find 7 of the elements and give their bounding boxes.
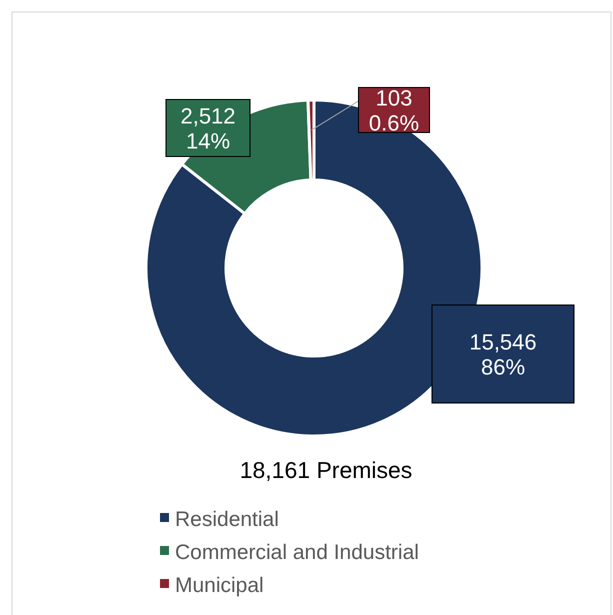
text: 18,161 Premises — [240, 457, 412, 483]
legend-label: Residential — [175, 508, 279, 531]
data-label: 2,512 14% — [180, 104, 236, 154]
legend-label: Municipal — [175, 574, 264, 597]
legend-label: Commercial and Industrial — [175, 541, 419, 564]
data-label: 15,546 86% — [469, 330, 537, 380]
data-label: 103 0.6% — [368, 86, 420, 136]
